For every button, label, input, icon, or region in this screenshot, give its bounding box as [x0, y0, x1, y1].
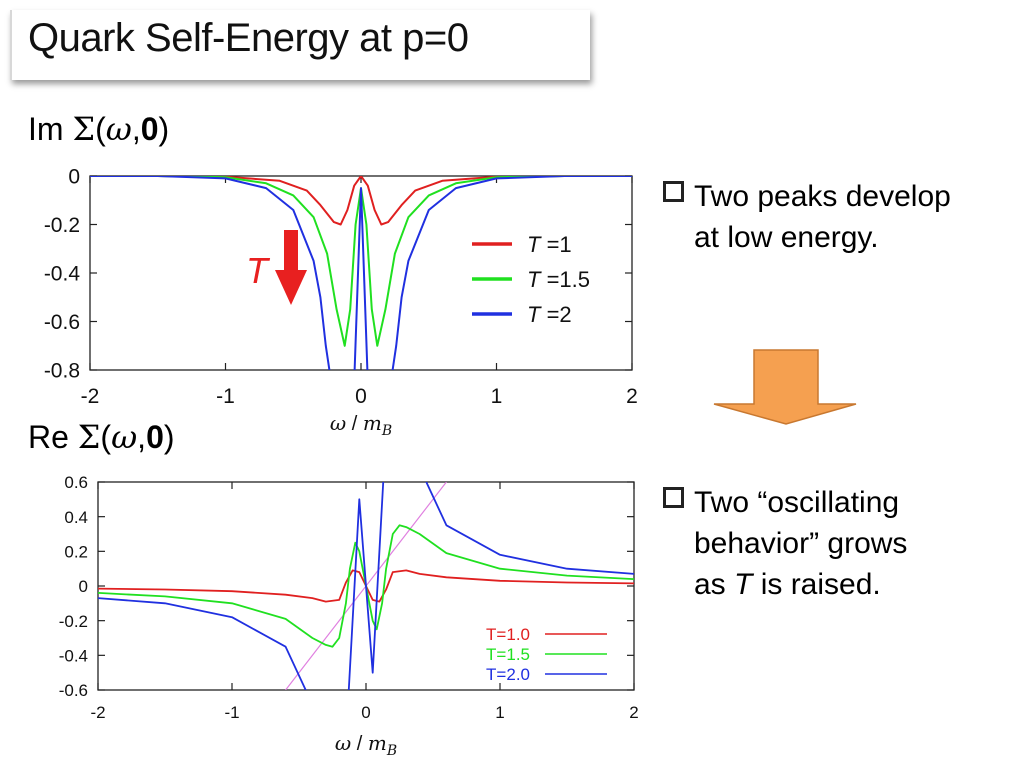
bot-series-line-3: [98, 482, 634, 690]
top-label-omega: ω: [105, 110, 132, 148]
bullet-box-icon: [663, 181, 684, 202]
top-y-tick-label: 0: [68, 166, 80, 189]
top-x-tick-label: -1: [216, 385, 235, 408]
bot-y-tick-label: 0.6: [64, 473, 88, 492]
top-x-tick-label: 1: [491, 385, 503, 408]
temperature-arrow-shaft: [284, 230, 298, 275]
top-legend-italic: T: [527, 302, 542, 327]
bottom-label-comma: ,: [137, 419, 147, 455]
top-chart: -2 -1 0 1 20-0.2-0.4-0.6-0.8ω / mBT =1T =1.5…: [44, 166, 638, 439]
top-label-comma: ,: [131, 111, 141, 147]
top-xlabel-slash: /: [346, 413, 363, 435]
bot-y-tick-label: -0.2: [59, 612, 88, 631]
bullet-box-icon: [663, 487, 684, 508]
top-legend-label: T =2: [527, 302, 572, 327]
bullet-2-italic-t: T: [734, 568, 753, 601]
top-xlabel-sub: B: [381, 423, 392, 439]
bullet-1-line-2: at low energy.: [694, 221, 879, 254]
bot-y-tick-label: -0.4: [59, 646, 88, 665]
bottom-label-open: (: [100, 419, 112, 455]
top-x-axis-label: ω / mB: [330, 411, 392, 439]
bottom-label-omega: ω: [111, 418, 138, 456]
bullet-2-suffix: is raised.: [752, 568, 881, 601]
top-y-tick-label: -0.4: [44, 263, 81, 286]
bot-x-axis-label: ω / mB: [335, 731, 397, 759]
bottom-panel-label: Re Σ(ω,0): [28, 418, 175, 456]
bottom-label-sigma: Σ: [77, 418, 101, 456]
bottom-label-prefix: Re: [28, 419, 78, 455]
bot-legend-label: T=1.5: [486, 645, 530, 664]
top-label-sigma: Σ: [72, 110, 96, 148]
bot-xlabel-sub: B: [386, 743, 397, 759]
top-label-zero: 0: [140, 111, 159, 147]
top-legend-label: T =1: [527, 232, 572, 257]
bot-y-tick-label: 0.4: [64, 508, 88, 527]
top-label-close: ): [158, 111, 170, 147]
bullet-2-prefix: as: [694, 568, 735, 601]
top-series-line-1: [90, 176, 632, 226]
bot-y-tick-label: 0: [79, 577, 88, 596]
top-xlabel-omega: ω: [330, 411, 346, 435]
bottom-chart: -2 -1 0 1 2 0.6 0.4 0.2 0 -0.2 -0.4 -0.6 ω / mB T=1.0…: [59, 473, 639, 759]
top-y-tick-label: -0.6: [44, 311, 80, 334]
bot-x-tick-label: 0: [361, 703, 370, 722]
top-panel-label: Im Σ(ω,0): [28, 110, 169, 148]
top-y-tick-label: -0.2: [44, 214, 80, 237]
top-legend-value: =1: [540, 232, 571, 257]
top-legend-italic: T: [527, 232, 542, 257]
bot-legend-label: T=1.0: [486, 625, 530, 644]
bot-legend-label: T=2.0: [486, 665, 530, 684]
top-legend-value: =1.5: [540, 267, 590, 292]
top-series-line-3: [90, 176, 632, 370]
bullet-2-line-3: as T is raised.: [663, 564, 907, 605]
bullet-2: Two “oscillating behavior” grows as T is…: [663, 482, 907, 605]
top-x-tick-label: -2: [81, 385, 100, 408]
bullet-1-line-1: Two peaks develop: [694, 180, 951, 213]
top-label-open: (: [95, 111, 106, 147]
top-label-prefix: Im: [28, 111, 73, 147]
temperature-label: T: [246, 250, 271, 291]
bot-x-tick-label: -2: [90, 703, 105, 722]
temperature-arrow-icon: [275, 270, 307, 305]
bot-xlabel-m: m: [368, 731, 387, 755]
bot-xlabel-slash: /: [351, 733, 368, 755]
top-xlabel-m: m: [363, 411, 382, 435]
top-x-tick-label: 2: [626, 385, 638, 408]
slide-title: Quark Self-Energy at p=0: [28, 16, 469, 60]
bullet-2-line-1: Two “oscillating: [694, 486, 900, 519]
top-x-tick-label: 0: [355, 385, 367, 408]
title-box: [10, 10, 590, 80]
bot-x-tick-label: 2: [629, 703, 638, 722]
bottom-label-zero: 0: [146, 419, 164, 455]
bot-y-tick-label: 0.2: [64, 542, 88, 561]
top-legend-label: T =1.5: [527, 267, 590, 292]
down-arrow-icon: [713, 349, 857, 425]
bullet-2-line-2: behavior” grows: [694, 527, 908, 560]
bot-x-tick-label: 1: [495, 703, 504, 722]
top-legend-value: =2: [540, 302, 571, 327]
bot-xlabel-omega: ω: [335, 731, 351, 755]
top-y-tick-label: -0.8: [44, 360, 80, 383]
bot-x-tick-label: -1: [224, 703, 239, 722]
bot-y-tick-label: -0.6: [59, 681, 88, 700]
top-legend-italic: T: [527, 267, 542, 292]
bullet-1: Two peaks develop at low energy.: [663, 176, 951, 258]
bottom-label-close: ): [163, 419, 175, 455]
